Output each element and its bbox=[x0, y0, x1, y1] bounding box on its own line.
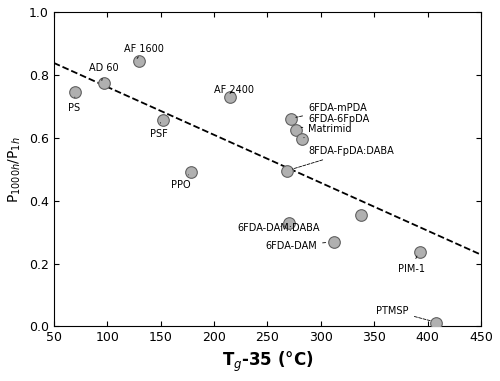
Text: PTMSP: PTMSP bbox=[376, 306, 432, 321]
Point bbox=[226, 94, 234, 101]
Text: AF 2400: AF 2400 bbox=[214, 85, 254, 95]
Point bbox=[287, 116, 295, 122]
Point bbox=[298, 136, 306, 142]
Text: 6FDA-DAM: 6FDA-DAM bbox=[266, 241, 326, 251]
Y-axis label: P$_{1000h}$/P$_{1h}$: P$_{1000h}$/P$_{1h}$ bbox=[7, 136, 24, 203]
Point bbox=[282, 168, 290, 174]
Text: PIM-1: PIM-1 bbox=[398, 256, 425, 274]
Text: PPO: PPO bbox=[172, 175, 191, 190]
Text: 6FDA-6FpDA: 6FDA-6FpDA bbox=[301, 114, 370, 128]
Text: AF 1600: AF 1600 bbox=[124, 44, 164, 59]
Text: AD 60: AD 60 bbox=[89, 63, 118, 80]
Point bbox=[330, 239, 338, 245]
Point bbox=[135, 58, 143, 64]
Point bbox=[358, 212, 366, 218]
Point bbox=[432, 320, 440, 326]
Text: PS: PS bbox=[68, 97, 80, 113]
Point bbox=[158, 117, 166, 123]
Point bbox=[285, 220, 293, 226]
Point bbox=[416, 248, 424, 255]
Text: Matrimid: Matrimid bbox=[304, 124, 352, 138]
Point bbox=[186, 169, 194, 175]
Point bbox=[71, 89, 79, 95]
X-axis label: T$_g$-35 (°C): T$_g$-35 (°C) bbox=[222, 350, 313, 374]
Text: PSF: PSF bbox=[150, 123, 168, 139]
Point bbox=[100, 80, 108, 86]
Point bbox=[292, 127, 300, 133]
Text: 6FDA-DAM:DABA: 6FDA-DAM:DABA bbox=[238, 223, 320, 233]
Text: 6FDA-mPDA: 6FDA-mPDA bbox=[296, 104, 367, 117]
Text: 8FDA-FpDA:DABA: 8FDA-FpDA:DABA bbox=[292, 146, 394, 169]
